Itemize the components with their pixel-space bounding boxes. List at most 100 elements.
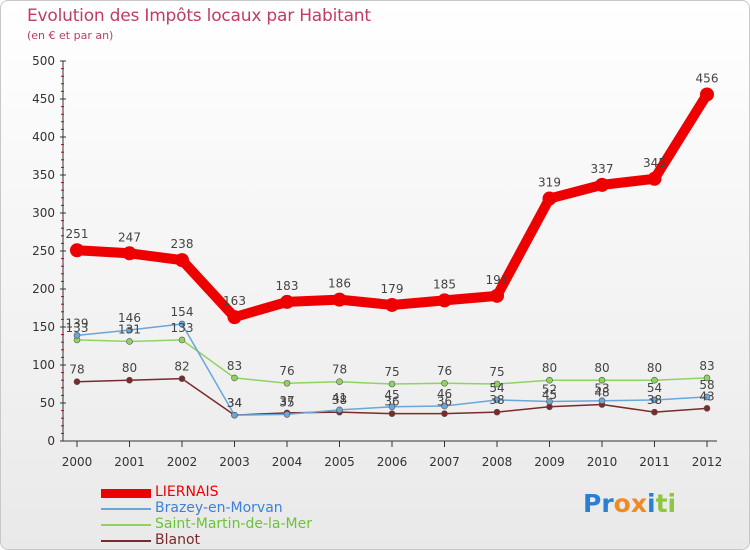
data-label: 76: [279, 364, 294, 378]
legend-swatch: [101, 540, 151, 542]
data-label: 46: [437, 387, 452, 401]
data-label: 179: [381, 282, 404, 296]
x-tick-label: 2001: [114, 455, 145, 469]
data-point: [126, 326, 133, 334]
data-point: [126, 338, 133, 345]
data-label: 83: [699, 359, 714, 373]
data-point: [651, 408, 658, 416]
data-point: [493, 380, 501, 388]
legend-label: Saint-Martin-de-la-Mer: [155, 516, 313, 532]
data-point: [546, 376, 553, 384]
data-point: [283, 411, 291, 418]
data-label: 251: [66, 227, 89, 241]
x-tick-label: 2003: [219, 455, 250, 469]
data-point: [178, 375, 186, 382]
data-label: 38: [332, 393, 347, 407]
data-label: 35: [279, 395, 294, 409]
data-label: 37: [279, 394, 294, 408]
data-label: 58: [699, 378, 714, 392]
legend-swatch: [101, 489, 151, 498]
data-point: [388, 380, 396, 388]
data-label: 154: [171, 305, 194, 319]
data-point: [231, 411, 238, 419]
data-point: [437, 293, 452, 308]
data-point: [490, 288, 504, 303]
x-tick-label: 2008: [482, 455, 513, 469]
data-point: [493, 396, 501, 404]
data-point: [542, 191, 557, 206]
x-tick-label: 2004: [272, 455, 303, 469]
data-label: 238: [171, 237, 194, 251]
data-label: 54: [647, 381, 662, 395]
data-label: 82: [174, 360, 189, 374]
data-label: 76: [437, 364, 452, 378]
data-label: 34: [227, 396, 242, 410]
x-tick-label: 2011: [639, 455, 670, 469]
data-point: [703, 374, 711, 382]
data-point: [178, 336, 186, 344]
data-point: [178, 320, 186, 328]
x-tick-label: 2006: [377, 455, 408, 469]
data-point: [227, 310, 242, 325]
data-label: 52: [542, 382, 557, 396]
data-label: 36: [437, 395, 452, 409]
data-label: 78: [69, 363, 84, 377]
data-label: 48: [594, 386, 609, 400]
data-point: [651, 396, 658, 404]
data-label: 54: [489, 381, 504, 395]
y-tick-label: 150: [32, 320, 55, 334]
data-point: [122, 246, 137, 261]
logo-letter: o: [613, 489, 631, 518]
data-point: [336, 406, 343, 414]
data-point: [441, 379, 448, 387]
data-label: 75: [489, 365, 504, 379]
data-label: 337: [591, 162, 614, 176]
logo-letter: t: [655, 489, 668, 518]
data-point: [546, 398, 553, 405]
data-label: 185: [433, 277, 456, 291]
data-point: [647, 171, 662, 186]
data-label: 53: [594, 382, 609, 396]
y-tick-label: 100: [32, 358, 55, 372]
legend-label: LIERNAIS: [155, 484, 219, 500]
x-tick-label: 2007: [429, 455, 460, 469]
data-point: [441, 402, 448, 410]
data-point: [126, 376, 133, 384]
data-point: [651, 376, 658, 384]
legend-label: Brazey-en-Morvan: [155, 500, 283, 516]
x-tick-label: 2002: [167, 455, 198, 469]
data-point: [700, 87, 714, 102]
logo-letter: i: [647, 489, 656, 518]
legend-label: Blanot: [155, 532, 201, 548]
x-tick-label: 2000: [62, 455, 93, 469]
x-tick-label: 2010: [587, 455, 618, 469]
data-label: 131: [118, 322, 141, 336]
data-label: 139: [66, 316, 89, 330]
logo-letter: x: [630, 489, 647, 518]
data-label: 186: [328, 277, 351, 291]
logo-letter: P: [583, 489, 602, 518]
data-point: [493, 408, 501, 416]
data-label: 36: [384, 395, 399, 409]
data-label: 38: [647, 393, 662, 407]
data-label: 345: [643, 156, 666, 170]
x-tick-label: 2012: [692, 455, 723, 469]
legend-swatch: [101, 508, 151, 510]
data-point: [73, 332, 81, 339]
data-label: 163: [223, 294, 246, 308]
data-label: 133: [171, 321, 194, 335]
logo-letter: i: [667, 489, 677, 518]
data-point: [441, 410, 448, 417]
y-tick-label: 350: [32, 168, 55, 182]
data-point: [175, 253, 189, 268]
y-tick-label: 0: [47, 434, 55, 448]
chart-subtitle: (en € et par an): [27, 29, 114, 42]
y-tick-label: 400: [32, 130, 55, 144]
data-label: 80: [122, 361, 137, 375]
data-point: [283, 379, 291, 387]
data-label: 456: [696, 71, 719, 85]
y-tick-label: 500: [32, 54, 55, 68]
data-label: 80: [542, 361, 557, 375]
